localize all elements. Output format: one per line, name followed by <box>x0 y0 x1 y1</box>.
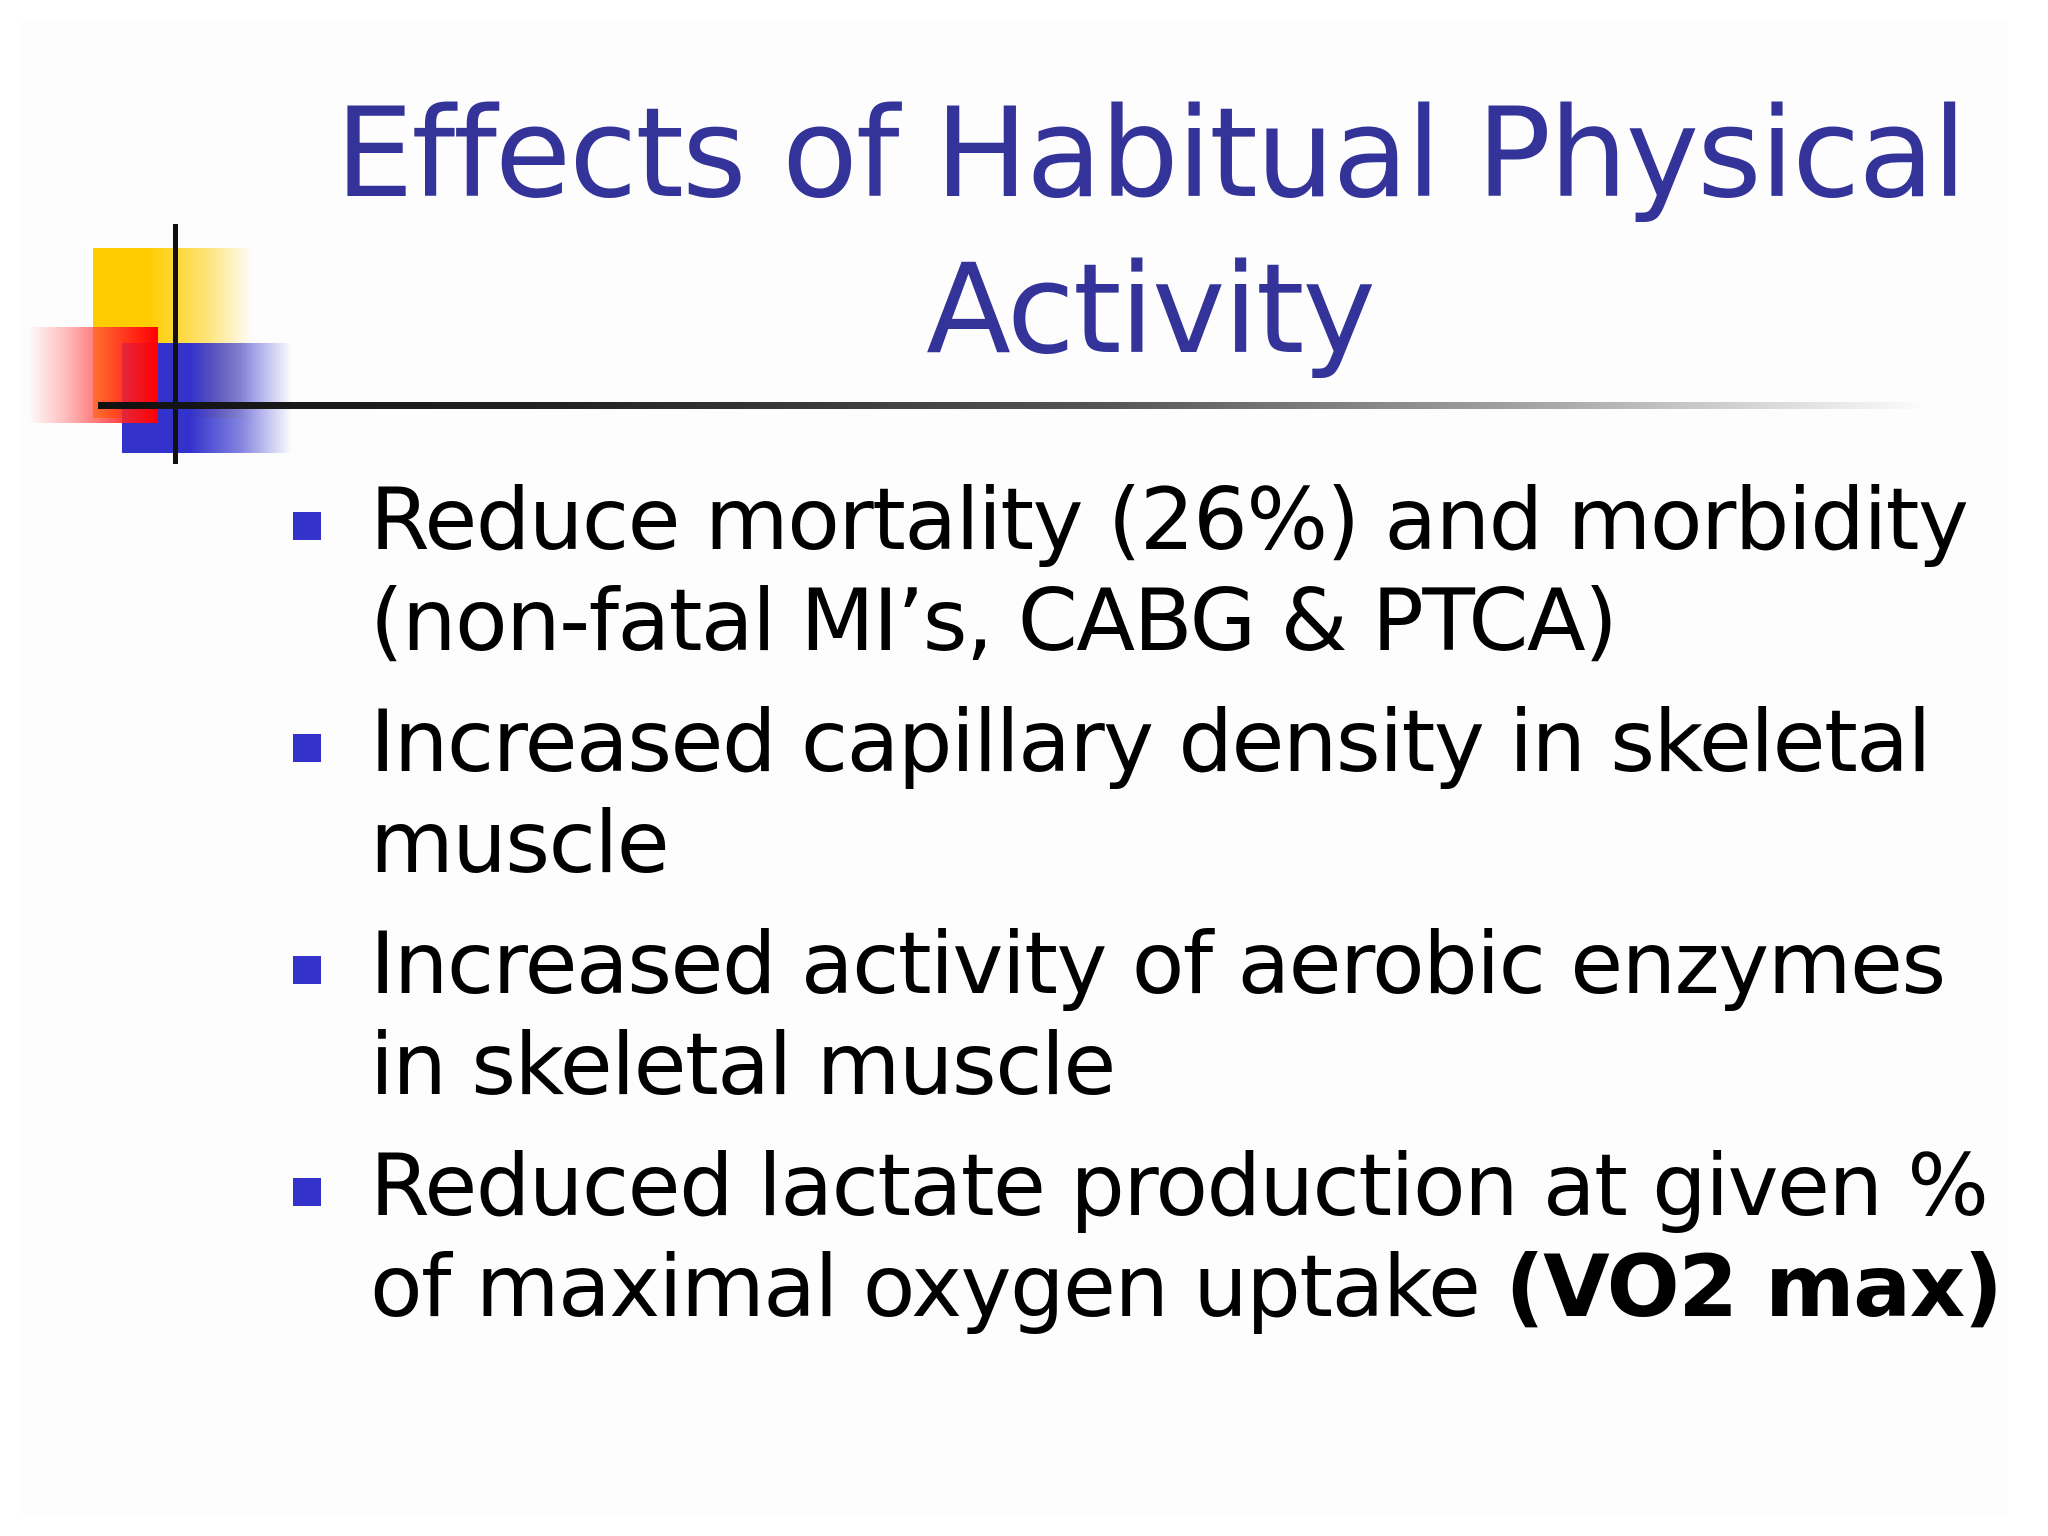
square-bullet-icon <box>293 1178 321 1206</box>
square-bullet-icon <box>293 512 321 540</box>
slide-background <box>22 18 2007 1518</box>
bullet-item: Reduced lactate production at given % of… <box>290 1136 2030 1338</box>
bullet-list: Reduce mortality (26%) and morbidity (no… <box>290 470 2030 1358</box>
vertical-rule <box>173 224 178 464</box>
square-bullet-icon <box>293 734 321 762</box>
bullet-item: Reduce mortality (26%) and morbidity (no… <box>290 470 2030 672</box>
bullet-text: Increased capillary density in skeletal … <box>370 692 1931 893</box>
title-underline-rule <box>98 402 1928 409</box>
bullet-text: Reduced lactate production at given % of… <box>370 1136 1989 1337</box>
bullet-text: Increased activity of aerobic enzymes in… <box>370 914 1946 1115</box>
bullet-item: Increased capillary density in skeletal … <box>290 692 2030 894</box>
square-bullet-icon <box>293 956 321 984</box>
slide-title: Effects of Habitual Physical Activity <box>335 82 1967 382</box>
bullet-text: Reduce mortality (26%) and morbidity (no… <box>370 470 1969 671</box>
bullet-bold-text: (VO2 max) <box>1505 1237 2003 1337</box>
bullet-item: Increased activity of aerobic enzymes in… <box>290 914 2030 1116</box>
